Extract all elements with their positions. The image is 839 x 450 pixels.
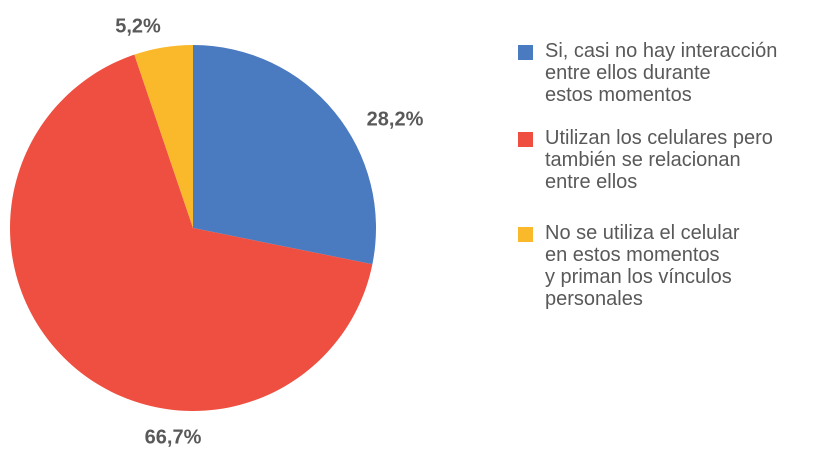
- pie-slice: [134, 45, 193, 228]
- legend-label: No se utiliza el celular en estos moment…: [545, 222, 740, 310]
- legend-swatch: [518, 45, 533, 60]
- legend-label: Si, casi no hay interacción entre ellos …: [545, 40, 778, 106]
- data-label: 28,2%: [367, 108, 424, 130]
- legend-swatch: [518, 132, 533, 147]
- data-label: 5,2%: [115, 15, 161, 37]
- legend-item: Utilizan los celulares pero también se r…: [518, 127, 773, 193]
- legend-label: Utilizan los celulares pero también se r…: [545, 127, 773, 193]
- data-label: 66,7%: [145, 426, 202, 448]
- legend-item: Si, casi no hay interacción entre ellos …: [518, 40, 777, 106]
- legend-item: No se utiliza el celular en estos moment…: [518, 222, 740, 310]
- legend-swatch: [518, 227, 533, 242]
- pie-slice: [10, 54, 373, 411]
- pie-slice: [193, 45, 376, 265]
